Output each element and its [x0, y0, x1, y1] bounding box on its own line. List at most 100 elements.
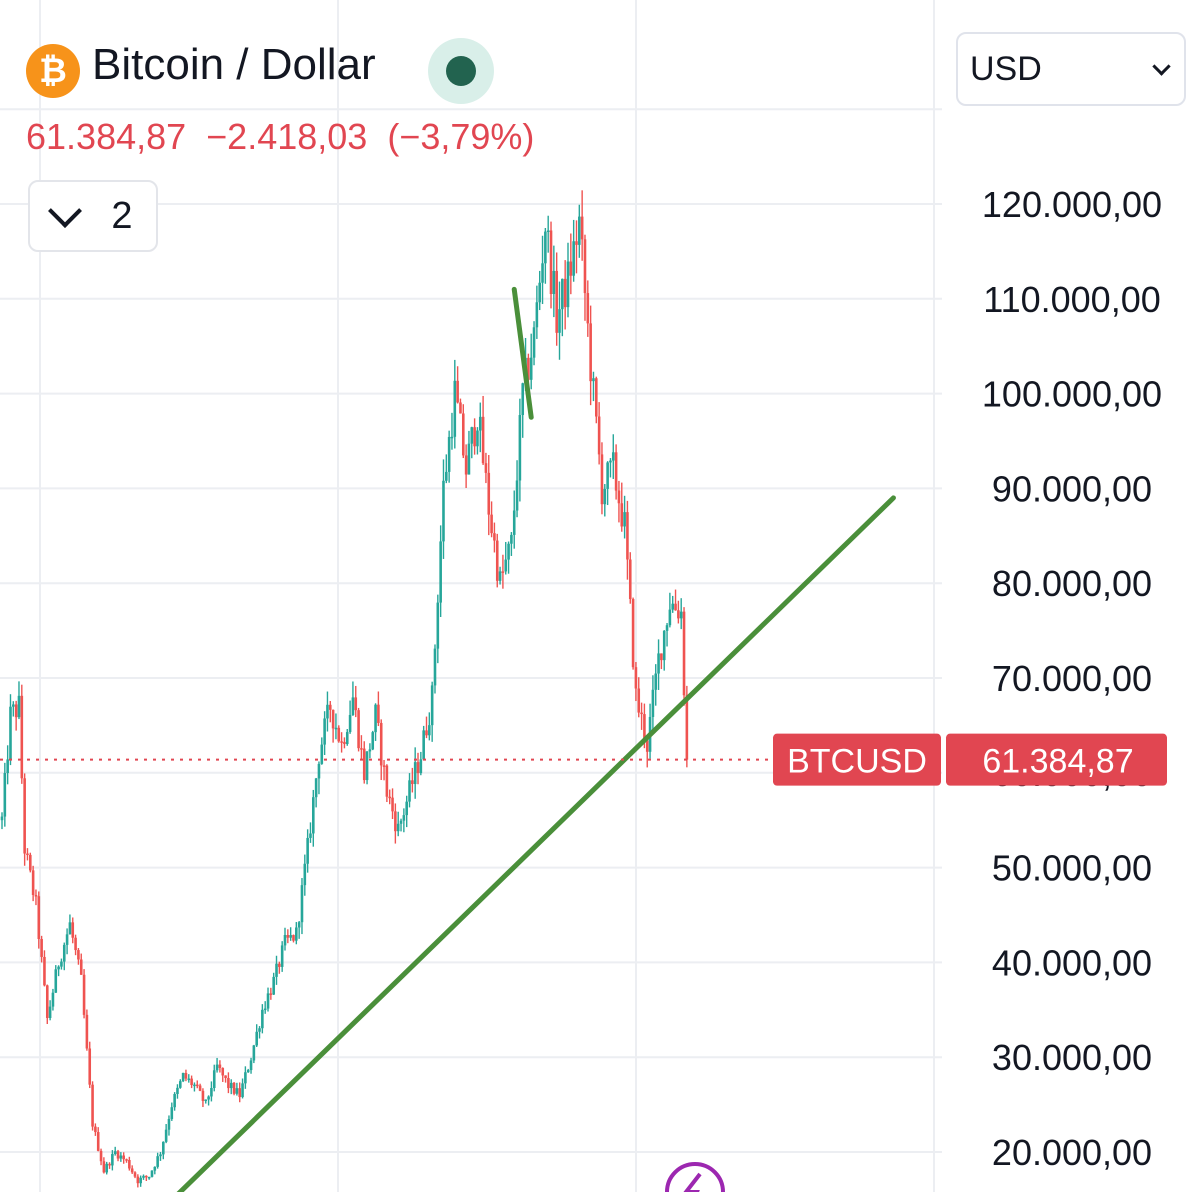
candle-body — [515, 480, 519, 511]
candle-body — [668, 609, 672, 626]
candle-body — [20, 695, 24, 779]
candle-body — [54, 969, 58, 993]
candle-body — [478, 416, 482, 431]
candle-body — [566, 261, 570, 308]
candle-body — [235, 1088, 239, 1094]
market-open-dot-icon — [446, 56, 476, 86]
candle-body — [470, 427, 474, 444]
candle-body — [512, 510, 516, 535]
candle-body — [436, 602, 440, 649]
candle-body — [246, 1070, 250, 1073]
candle-body — [218, 1064, 222, 1068]
price-axis-tick-label: 70.000,00 — [992, 658, 1152, 699]
symbol-tag — [773, 733, 941, 786]
candle-body — [71, 922, 75, 938]
candle-body — [626, 512, 629, 560]
candle-body — [657, 653, 660, 674]
candle-body — [467, 443, 471, 475]
candle-body — [184, 1072, 188, 1079]
chevron-down-icon — [1152, 56, 1171, 76]
candle-body — [385, 765, 389, 797]
candle-body — [677, 610, 680, 619]
bitcoin-icon: ₿ — [26, 44, 80, 98]
candle-body — [345, 732, 349, 745]
candle-body — [252, 1045, 256, 1061]
candle-body — [552, 270, 556, 295]
candle-body — [37, 896, 41, 939]
candle-body — [481, 416, 485, 464]
candle-body — [501, 571, 505, 573]
price-axis-tick-label: 90.000,00 — [992, 468, 1152, 509]
candle-body — [563, 278, 567, 308]
candle-body — [119, 1155, 123, 1159]
candle-body — [94, 1126, 97, 1133]
indicators-toggle-button[interactable]: 2 — [28, 180, 158, 252]
indicators-count: 2 — [111, 194, 133, 237]
candle-body — [31, 870, 35, 895]
candle-body — [490, 514, 493, 534]
price-summary: 61.384,87 −2.418,03 (−3,79%) — [26, 116, 554, 158]
candle-body — [153, 1166, 157, 1171]
candle-body — [583, 239, 587, 294]
candle-body — [210, 1088, 213, 1097]
candle-body — [241, 1083, 244, 1098]
candle-body — [561, 278, 564, 310]
candle-body — [614, 452, 618, 491]
candle-body — [85, 1014, 89, 1049]
candle-body — [679, 611, 683, 619]
candle-body — [68, 922, 72, 935]
currency-select[interactable]: USD — [956, 32, 1186, 106]
candle-body — [651, 689, 655, 717]
candle-body — [128, 1160, 131, 1169]
candle-body — [88, 1048, 92, 1085]
candle-body — [617, 490, 621, 504]
candle-body — [549, 230, 553, 295]
candle-body — [555, 270, 558, 333]
candle-body — [150, 1170, 154, 1177]
candle-body — [300, 885, 304, 923]
candle-body — [379, 722, 383, 766]
candle-body — [340, 741, 343, 743]
candle-body — [430, 685, 434, 726]
candle-body — [261, 1009, 264, 1029]
candle-body — [176, 1087, 179, 1094]
candle-body — [634, 667, 638, 689]
candle-body — [170, 1107, 174, 1119]
symbol-tag-label: BTCUSD — [787, 743, 927, 781]
candle-body — [309, 833, 312, 838]
candle-body — [29, 854, 32, 871]
candle-body — [354, 697, 358, 711]
price-axis-background — [944, 110, 1200, 1192]
price-axis-tick-label: 50.000,00 — [992, 848, 1152, 889]
candle-body — [377, 704, 380, 723]
price-axis-tick-label: 40.000,00 — [992, 942, 1152, 983]
candle-body — [541, 263, 544, 283]
candle-body — [266, 993, 270, 1009]
flash-icon — [683, 1172, 702, 1192]
candle-body — [48, 1006, 52, 1018]
candle-body — [227, 1078, 230, 1089]
candle-body — [507, 543, 510, 560]
candle-body — [62, 944, 66, 962]
candle-body — [586, 293, 590, 324]
price-axis-tick-label: 100.000,00 — [982, 374, 1162, 415]
candle-body — [558, 309, 561, 333]
candle-body — [23, 778, 26, 854]
candle-body — [357, 710, 360, 749]
candle-body — [45, 985, 49, 1018]
market-status-indicator[interactable] — [428, 38, 494, 104]
candle-body — [360, 748, 363, 750]
candle-body — [263, 1008, 267, 1011]
candle-body — [167, 1118, 171, 1130]
candle-body — [328, 704, 332, 710]
candle-body — [26, 853, 29, 856]
candle-body — [221, 1067, 225, 1076]
candle-body — [662, 630, 666, 661]
candle-body — [391, 797, 394, 812]
candle-body — [637, 688, 641, 713]
candle-body — [609, 460, 612, 463]
candle-body — [592, 378, 595, 382]
symbol-title[interactable]: Bitcoin / Dollar — [92, 40, 376, 89]
candle-body — [623, 512, 626, 527]
